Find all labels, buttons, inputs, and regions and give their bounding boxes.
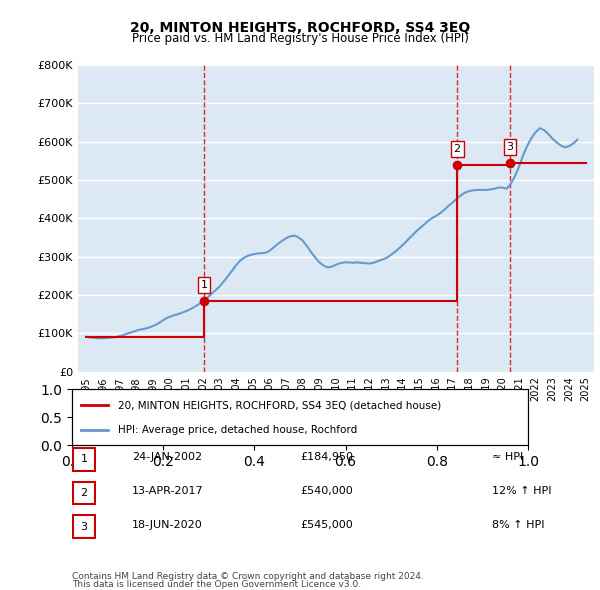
Text: 3: 3 [506,142,514,152]
FancyBboxPatch shape [73,448,95,471]
Text: £184,950: £184,950 [300,453,353,462]
FancyBboxPatch shape [73,515,95,538]
Text: 1: 1 [80,454,88,464]
Text: This data is licensed under the Open Government Licence v3.0.: This data is licensed under the Open Gov… [72,580,361,589]
Text: 2: 2 [454,144,461,154]
Text: £545,000: £545,000 [300,520,353,529]
Text: 2: 2 [80,488,88,498]
Text: 24-JAN-2002: 24-JAN-2002 [132,453,202,462]
Text: 8% ↑ HPI: 8% ↑ HPI [492,520,545,529]
Text: 12% ↑ HPI: 12% ↑ HPI [492,486,551,496]
Text: 13-APR-2017: 13-APR-2017 [132,486,203,496]
Text: £540,000: £540,000 [300,486,353,496]
Text: 20, MINTON HEIGHTS, ROCHFORD, SS4 3EQ: 20, MINTON HEIGHTS, ROCHFORD, SS4 3EQ [130,21,470,35]
Text: Contains HM Land Registry data © Crown copyright and database right 2024.: Contains HM Land Registry data © Crown c… [72,572,424,581]
Text: 3: 3 [80,522,88,532]
Text: ≈ HPI: ≈ HPI [492,453,523,462]
Text: 20, MINTON HEIGHTS, ROCHFORD, SS4 3EQ (detached house): 20, MINTON HEIGHTS, ROCHFORD, SS4 3EQ (d… [118,400,441,410]
Text: 18-JUN-2020: 18-JUN-2020 [132,520,203,529]
Text: 1: 1 [200,280,208,290]
FancyBboxPatch shape [73,481,95,504]
Text: HPI: Average price, detached house, Rochford: HPI: Average price, detached house, Roch… [118,425,357,435]
Text: Price paid vs. HM Land Registry's House Price Index (HPI): Price paid vs. HM Land Registry's House … [131,32,469,45]
